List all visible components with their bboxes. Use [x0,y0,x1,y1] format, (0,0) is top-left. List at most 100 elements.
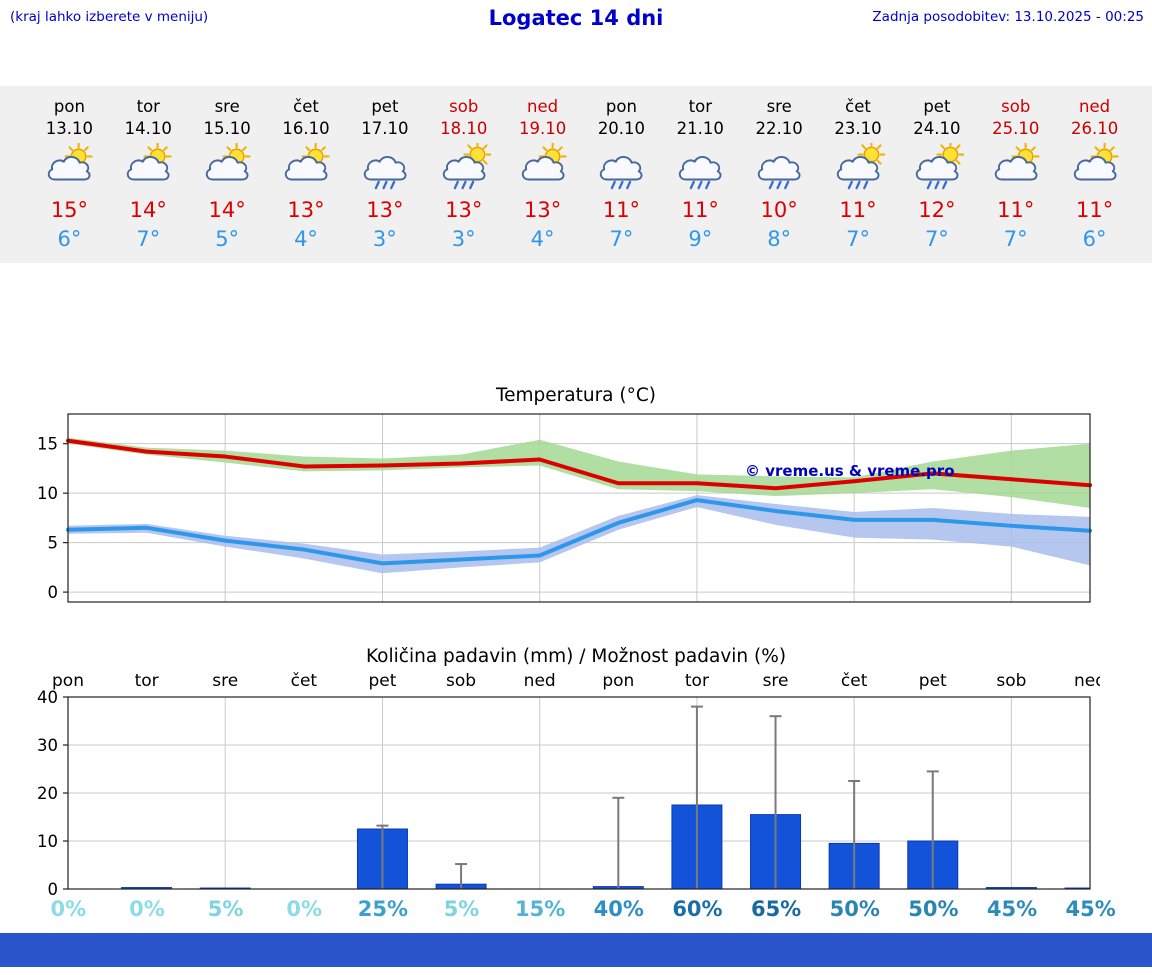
day-name: sre [214,97,240,116]
page-title: Logatec 14 dni [488,6,664,30]
partly-cloudy-icon [284,141,330,180]
day-name: ned [527,97,559,116]
day-name: pet [371,97,399,116]
precipitation-chart: pon tor sre čet pet sob ned pon tor sre čet pet sob n… [0,669,1152,905]
precip-day-label: čet [841,671,868,691]
precipitation-chart-svg: pon tor sre čet pet sob ned pon tor sre čet pet sob n… [37,671,1100,899]
precip-probability-row: 0% 0% 5% 0% 25% 5% 15% 40% 60% 65% 50% 50% 45% 45% [29,897,1130,921]
partly-cloudy-icon [521,141,567,180]
weather-icon-wrapper [267,141,346,195]
day-date: 16.10 [282,118,330,138]
weather-icon-wrapper [582,143,661,195]
temp-min: 7° [1003,226,1028,251]
precip-day-label: ned [524,671,556,691]
temp-min: 7° [609,226,634,251]
weather-icon-wrapper [503,141,582,195]
day-name: ned [1079,97,1111,116]
precip-day-label: pet [369,671,397,691]
copyright-watermark: © vreme.us & vreme.pro [745,462,955,480]
weather-icon-wrapper [1055,141,1134,195]
precip-probability: 0% [50,896,87,921]
temp-max: 12° [918,197,956,222]
weather-icon-wrapper [345,143,424,195]
precip-day-label: pon [52,671,84,691]
temperature-line [66,497,1092,565]
y-tick-label: 15 [37,434,58,453]
day-date: 15.10 [203,118,251,138]
temp-max: 11° [839,197,877,222]
day-date: 24.10 [913,118,961,138]
temp-max: 14° [129,197,167,222]
precip-probability: 45% [986,896,1038,921]
precip-day-label: tor [135,671,159,691]
temperature-chart-section: Temperatura (°C) 0 5 10 15 © vreme.us & vrem… [0,385,1152,608]
day-date: 13.10 [45,118,94,138]
forecast-day-column: ned 19.10 13° 4° [503,96,582,251]
day-date: 25.10 [992,118,1040,138]
precip-day-label: sre [212,671,238,691]
y-tick-label: 0 [48,880,59,899]
forecast-day-column: tor 21.10 11° 9° [661,96,740,251]
weather-icon-wrapper [897,140,976,195]
forecast-day-column: čet 16.10 13° 4° [267,96,346,251]
y-tick-label: 20 [37,784,58,803]
temp-max: 13° [523,197,562,222]
rain-icon [363,155,407,189]
day-date: 20.10 [597,118,646,138]
forecast-day-column: ned 26.10 11° 6° [1055,96,1134,251]
partly-cloudy-icon [48,141,94,180]
last-update-text: Zadnja posodobitev: 13.10.2025 - 00:25 [872,9,1144,25]
sun-rain-icon [836,140,886,189]
precip-probability: 50% [829,896,880,921]
day-name: tor [136,97,160,116]
location-menu-hint[interactable]: (kraj lahko izberete v meniju) [10,9,209,25]
day-date: 14.10 [124,118,172,138]
precip-probability: 45% [1065,896,1116,921]
forecast-day-column: tor 14.10 14° 7° [109,96,188,251]
precip-probability: 15% [515,896,566,921]
partly-cloudy-icon [127,141,172,180]
day-date: 21.10 [676,118,724,138]
forecast-day-column: sre 15.10 14° 5° [188,96,267,251]
y-tick-label: 30 [37,736,58,755]
partly-cloudy-icon [205,141,251,180]
precip-day-label: sob [446,671,476,691]
y-tick-label: 10 [37,484,58,503]
forecast-day-column: pon 13.10 15° 6° [30,96,109,251]
forecast-strip: pon 13.10 15° 6° tor 14.10 14° 7° sre 15.10 14° 5° č… [0,86,1152,263]
temp-max: 11° [997,197,1035,222]
forecast-day-column: pon 20.10 11° 7° [582,96,661,251]
rain-icon [600,155,643,189]
temperature-line [66,438,1092,490]
precip-probability: 65% [750,896,802,921]
min-range-band [68,494,1090,573]
temp-min: 7° [846,226,870,251]
footer-bar [0,932,1152,967]
temp-min: 6° [57,226,82,251]
precip-day-label: pon [602,671,634,691]
precipitation-chart-section: Količina padavin (mm) / Možnost padavin … [0,646,1152,921]
precip-probability: 5% [207,896,244,921]
chart-frame [67,412,1091,603]
temp-max: 11° [681,197,719,222]
day-date: 17.10 [361,118,409,138]
day-name: čet [293,97,319,116]
forecast-day-column: sre 22.10 10° 8° [740,96,819,251]
weather-icon-wrapper [109,141,188,195]
sun-rain-icon [442,140,492,189]
partly-cloudy-icon [994,141,1040,180]
precip-day-label: čet [291,671,318,691]
page-header: (kraj lahko izberete v meniju) Logatec 1… [0,0,1152,46]
day-name: pon [605,97,637,116]
weather-icon-wrapper [976,141,1055,195]
precip-day-label: ned [1074,671,1100,691]
temperature-chart-svg: 0 5 10 15 © vreme.us & vreme.pro [37,412,1092,603]
y-tick-label: 40 [37,688,58,707]
precip-probability: 50% [908,896,959,921]
temperature-chart: 0 5 10 15 © vreme.us & vreme.pro [0,408,1152,608]
weather-icon-wrapper [30,141,109,195]
day-name: tor [688,97,712,116]
forecast-day-column: čet 23.10 11° 7° [819,96,898,251]
rain-icon [757,155,801,189]
temp-min: 5° [215,226,240,251]
